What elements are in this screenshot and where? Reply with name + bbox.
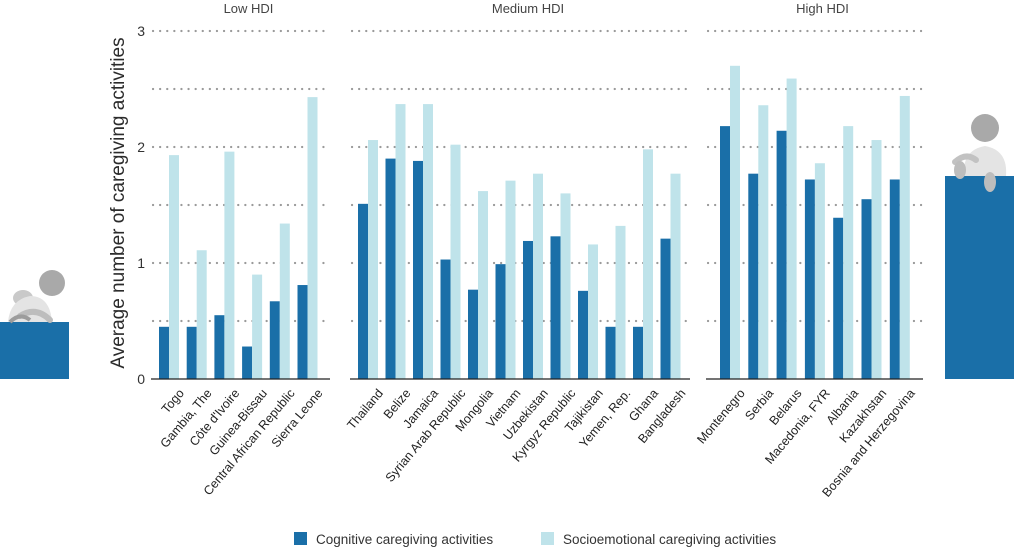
- bar-cognitive: [269, 301, 280, 379]
- bar-cognitive: [748, 173, 759, 379]
- y-tick-label: 3: [137, 23, 145, 39]
- legend-label-cognitive: Cognitive caregiving activities: [316, 532, 493, 547]
- bar-cognitive: [440, 259, 451, 379]
- bar-cognitive: [660, 238, 671, 379]
- category-label: Montenegro: [694, 386, 748, 446]
- bar-socioemotional: [588, 244, 598, 379]
- bar-cognitive: [804, 179, 815, 379]
- group-labels: Low HDI Medium HDI High HDI: [224, 1, 849, 16]
- group-label: Low HDI: [224, 1, 274, 16]
- bar-cognitive: [495, 264, 506, 379]
- bar-cognitive: [889, 179, 900, 379]
- bar-socioemotional: [615, 225, 626, 379]
- bar-cognitive: [214, 315, 225, 379]
- bar-cognitive: [358, 203, 368, 379]
- bar-socioemotional: [252, 274, 263, 379]
- bar-socioemotional: [786, 78, 797, 379]
- bar-cognitive: [523, 240, 533, 379]
- y-tick-label: 1: [137, 255, 145, 271]
- bar-cognitive: [720, 126, 730, 380]
- bar-socioemotional: [196, 250, 207, 379]
- bar-cognitive: [861, 199, 872, 379]
- bar-socioemotional: [505, 180, 516, 379]
- bar-cognitive: [578, 290, 588, 379]
- bar-socioemotional: [224, 151, 235, 379]
- bar-cognitive: [605, 326, 616, 379]
- bar-socioemotional: [843, 126, 854, 380]
- y-tick-label: 2: [137, 139, 145, 155]
- y-axis-label: Average number of caregiving activities: [108, 37, 129, 368]
- bar-cognitive: [385, 158, 396, 379]
- bar-socioemotional: [450, 144, 461, 379]
- group-label: High HDI: [796, 1, 849, 16]
- bar-cognitive: [833, 217, 844, 379]
- bar-cognitive: [550, 236, 561, 379]
- bar-socioemotional: [169, 155, 179, 379]
- bar-socioemotional: [643, 149, 653, 379]
- bar-socioemotional: [533, 173, 543, 379]
- bar-cognitive: [186, 326, 197, 379]
- bar-socioemotional: [307, 97, 318, 380]
- legend-swatch-cognitive: [294, 532, 307, 545]
- bar-cognitive: [776, 130, 787, 379]
- group-label: Medium HDI: [492, 1, 564, 16]
- crawling-baby-illustration: [0, 270, 69, 379]
- bar-socioemotional: [871, 140, 882, 379]
- legend-label-socioemotional: Socioemotional caregiving activities: [563, 532, 776, 547]
- bar-socioemotional: [899, 95, 910, 380]
- bar-cognitive: [297, 285, 308, 379]
- bar-socioemotional: [279, 223, 290, 379]
- bar-cognitive: [633, 326, 643, 379]
- bar-socioemotional: [423, 104, 433, 379]
- y-tick-labels: 0 1 2 3: [137, 23, 145, 387]
- bar-cognitive: [413, 160, 423, 379]
- sitting-baby-illustration: [945, 114, 1014, 379]
- bar-cognitive: [242, 346, 253, 379]
- bar-socioemotional: [814, 163, 825, 379]
- y-tick-label: 0: [137, 371, 145, 387]
- bar-socioemotional: [670, 173, 681, 379]
- bar-socioemotional: [730, 65, 740, 380]
- legend-swatch-socioemotional: [541, 532, 554, 545]
- bars: [159, 65, 910, 380]
- category-label: Thailand: [344, 386, 386, 432]
- bar-cognitive: [468, 289, 478, 379]
- legend: Cognitive caregiving activities Socioemo…: [294, 532, 776, 547]
- bar-socioemotional: [478, 191, 488, 379]
- bar-socioemotional: [560, 193, 571, 379]
- bar-cognitive: [159, 326, 169, 379]
- bar-socioemotional: [368, 140, 378, 379]
- bar-socioemotional: [758, 105, 769, 380]
- bar-socioemotional: [395, 104, 406, 379]
